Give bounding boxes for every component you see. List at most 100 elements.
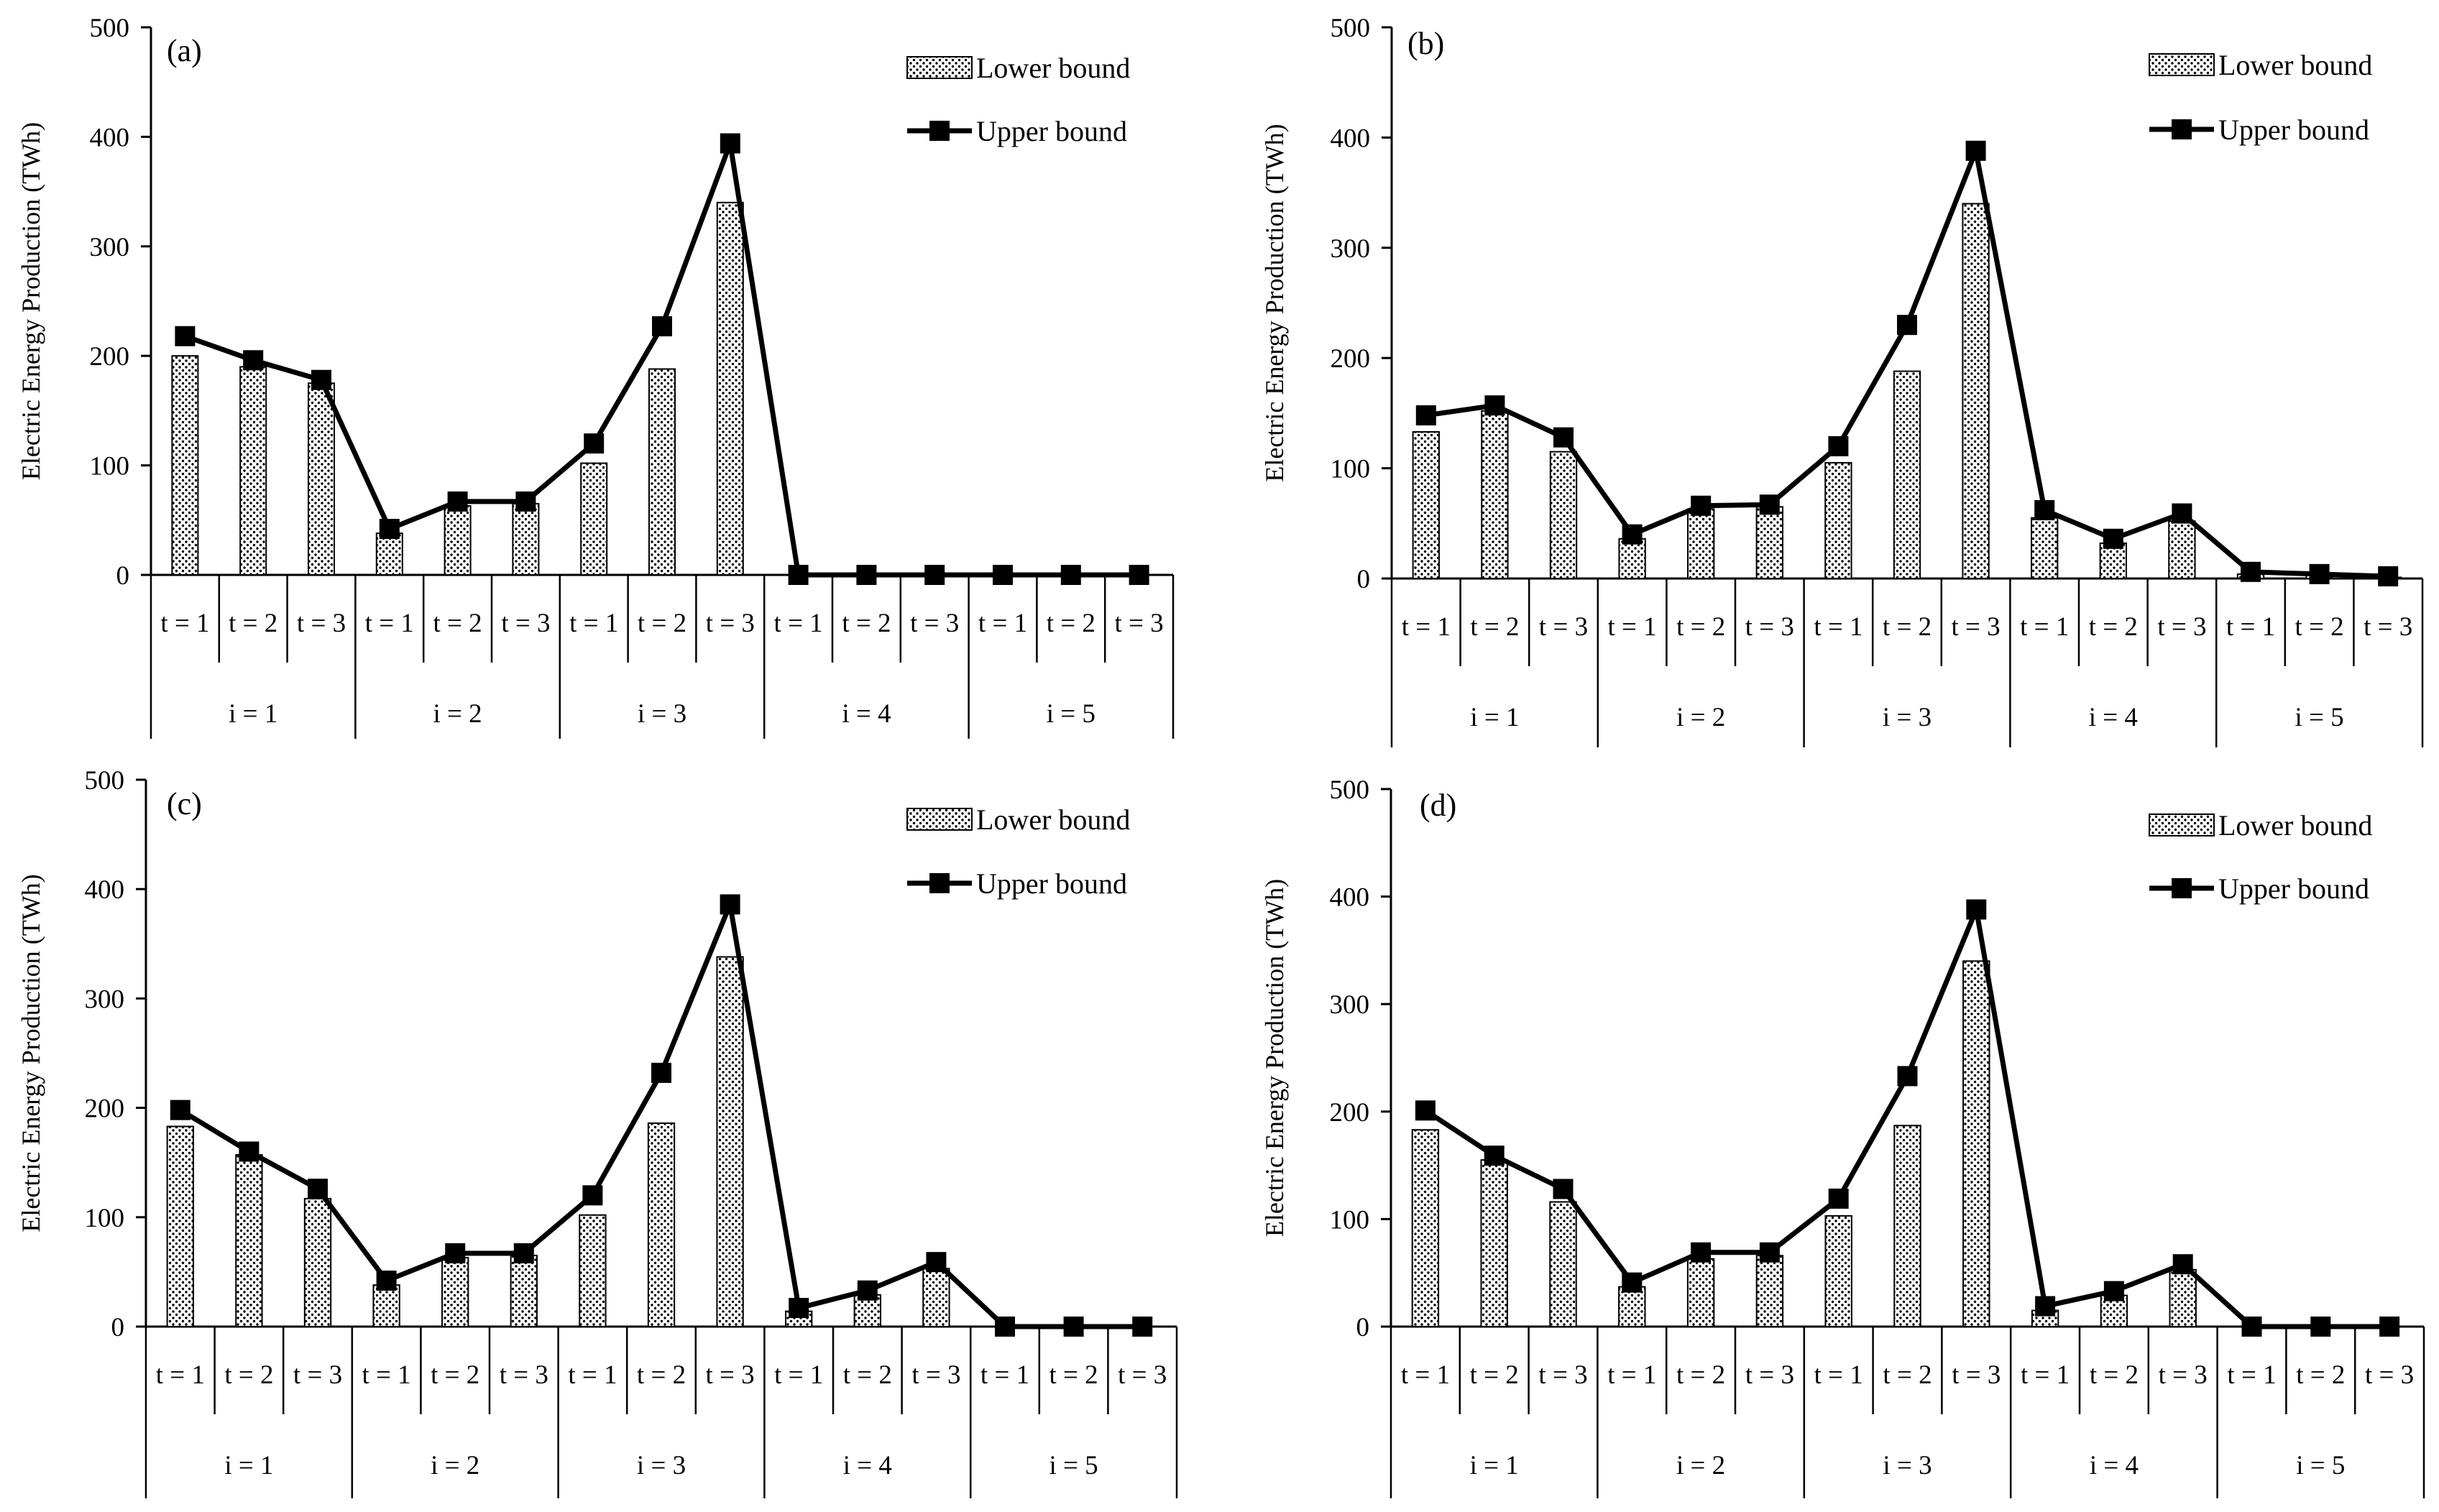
x-category-label: t = 3 [2157,612,2206,642]
y-tick-label: 400 [1331,124,1371,153]
x-category-label: t = 2 [433,609,482,638]
bar-lower-bound [1480,1159,1508,1327]
legend: Lower bound Upper bound [2149,49,2372,146]
marker-upper-bound [2034,499,2055,520]
x-category-label: t = 1 [774,1360,823,1390]
x-category-label: t = 1 [1607,1360,1656,1390]
bar-lower-bound [1755,506,1783,579]
y-tick-label: 200 [1331,344,1371,374]
x-category-label: t = 2 [1470,612,1519,642]
marker-upper-bound [447,491,468,512]
y-tick-label: 200 [1330,1098,1370,1128]
legend-marker-upper [2172,878,2192,898]
marker-upper-bound [1966,899,1987,920]
bar-lower-bound [1481,410,1509,579]
bar-lower-bound [1893,370,1921,579]
bar-lower-bound [716,956,744,1327]
marker-upper-bound [379,518,400,539]
marker-upper-bound [2378,566,2399,586]
y-tick-label: 300 [85,985,125,1014]
x-category-label: t = 2 [1470,1360,1519,1390]
x-category-label: t = 2 [224,1360,273,1390]
marker-upper-bound [1415,1100,1436,1121]
bar-lower-bound [2099,542,2127,579]
y-axis-label: Electric Energy Production (TWh) [17,122,45,480]
legend-label-upper: Upper bound [2218,872,2369,905]
legend: Lower bound Upper bound [906,52,1130,147]
marker-upper-bound [1828,435,1849,456]
legend-marker-upper [929,121,950,141]
marker-upper-bound [1828,1188,1849,1209]
legend-label-upper: Upper bound [2218,114,2369,146]
x-category-label: t = 3 [1745,1360,1794,1390]
marker-upper-bound [2103,1281,2124,1301]
marker-upper-bound [311,369,331,390]
legend-swatch-lower [2149,813,2215,836]
x-group-label: i = 3 [637,1451,686,1480]
x-group-label: i = 1 [1470,1451,1519,1480]
marker-upper-bound [856,565,877,585]
chart-panel-b: 0 100 200 300 400 500 Electric Energy Producti… [1260,14,2424,747]
x-group-label: i = 2 [433,699,482,729]
bar-lower-bound [375,533,403,576]
y-tick-label: 0 [1356,1313,1370,1342]
y-tick-label: 0 [116,561,130,591]
x-category-label: t = 1 [1814,612,1862,642]
marker-upper-bound [2309,563,2330,584]
marker-upper-bound [1063,1317,1084,1337]
x-category-label: t = 1 [2020,612,2069,642]
y-tick-label: 100 [1331,455,1371,484]
x-category-label: t = 2 [1676,612,1725,642]
marker-upper-bound [1622,524,1643,545]
x-category-label: t = 3 [911,1360,960,1390]
bar-lower-bound [716,201,744,576]
x-category-label: t = 3 [706,609,755,638]
marker-upper-bound [1132,1317,1153,1337]
legend-label-upper: Upper bound [976,115,1127,147]
y-tick-label: 300 [1330,990,1370,1020]
marker-upper-bound [720,133,740,154]
legend-label-lower: Lower bound [2218,49,2372,81]
marker-upper-bound [1965,140,1986,161]
chart-panel-d: 0 100 200 300 400 500 Electric Energy Producti… [1260,775,2425,1498]
marker-upper-bound [788,565,809,585]
y-tick-label: 300 [90,233,130,262]
y-tick-label: 400 [1330,883,1370,913]
x-category-label: t = 1 [362,1360,411,1390]
bar-lower-bound [1962,203,1990,579]
bar-lower-bound [512,502,540,576]
marker-upper-bound [2310,1317,2331,1337]
bar-lower-bound [648,368,676,576]
x-category-label: t = 1 [365,609,414,638]
y-tick-label: 0 [111,1313,125,1342]
y-tick-label: 500 [1331,14,1371,43]
marker-upper-bound [651,1062,671,1083]
marker-upper-bound [1622,1272,1643,1293]
x-category-label: t = 3 [1952,612,2001,642]
marker-upper-bound [1897,1066,1918,1087]
marker-upper-bound [1759,1242,1780,1263]
x-category-label: t = 2 [1883,1360,1932,1390]
marker-upper-bound [582,1185,603,1206]
y-tick-label: 100 [90,452,130,481]
marker-upper-bound [2241,561,2261,582]
x-category-label: t = 3 [2364,612,2412,642]
legend-swatch-lower [906,56,973,79]
marker-upper-bound [2172,1254,2193,1275]
x-group-label: i = 3 [1883,703,1932,732]
x-category-label: t = 2 [1047,609,1096,638]
y-axis-label: Electric Energy Production (TWh) [1260,124,1289,481]
x-category-label: t = 1 [2227,1360,2276,1390]
marker-upper-bound [513,1243,534,1264]
panel-label: (d) [1420,788,1456,823]
panel-label: (b) [1407,26,1444,61]
x-category-label: t = 3 [501,609,550,638]
legend-swatch-lower [906,808,973,831]
bar-lower-bound [2168,520,2196,579]
x-category-label: t = 3 [2365,1360,2414,1390]
bar-lower-bound [171,355,199,576]
marker-upper-bound [239,1141,259,1162]
marker-upper-bound [1129,565,1149,585]
x-category-label: t = 3 [1115,609,1164,638]
x-category-label: t = 2 [431,1360,479,1390]
